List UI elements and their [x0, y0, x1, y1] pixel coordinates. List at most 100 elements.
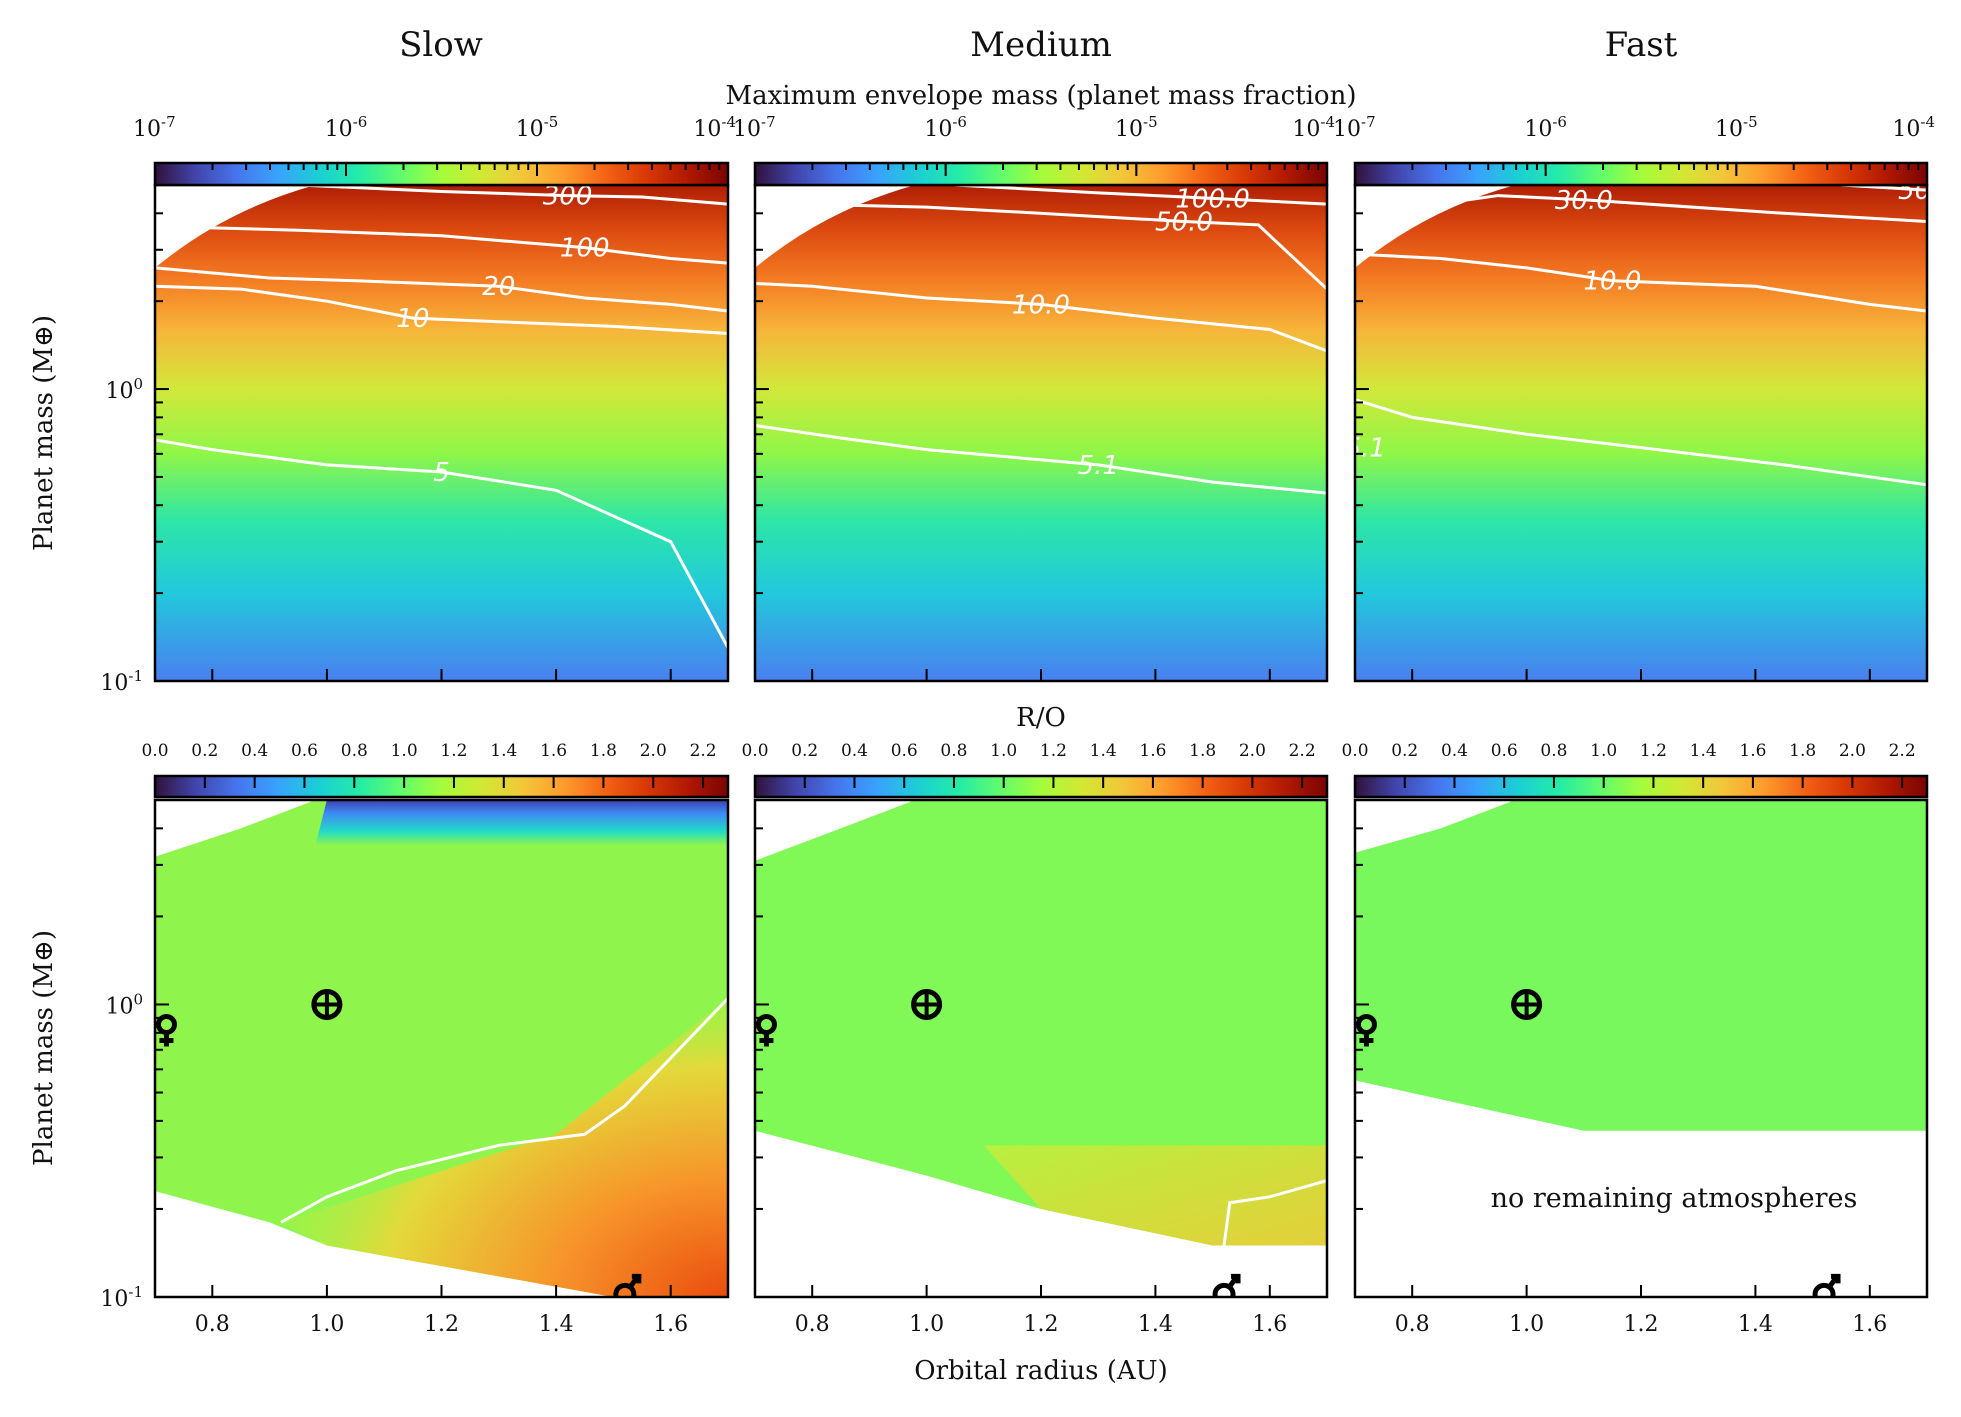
x-axis-label: Orbital radius (AU): [914, 1356, 1167, 1386]
x-tick-label: 1.0: [1509, 1312, 1544, 1337]
x-tick-label: 1.6: [653, 1312, 688, 1337]
heatmap-fill: [755, 185, 1327, 681]
plot-area: [155, 800, 728, 1297]
colorbar-tick-label: 0.8: [341, 741, 368, 761]
x-tick-label: 1.0: [909, 1312, 944, 1337]
colorbar-tick-label: 10-6: [924, 113, 967, 142]
x-tick-label: 1.4: [1738, 1312, 1773, 1337]
ro-domain: [755, 800, 1327, 1246]
colorbar-tick-label: 1.4: [1690, 741, 1717, 761]
colorbar-tick-label: 2.2: [1889, 741, 1916, 761]
plot-area: 100.050.0 10.0 5.1: [755, 184, 1327, 681]
heatmap-fill: [155, 185, 728, 681]
contour-line: [755, 281, 1327, 353]
top-colorbar-fast: 10-7 10-6 10-5 10-4: [1333, 113, 1935, 187]
contour-label: 20: [482, 272, 515, 302]
colorbar-tick-label: 1.8: [1189, 741, 1216, 761]
contour-label: 10.0: [1012, 290, 1070, 320]
colorbar-tick-label: 10-7: [733, 113, 776, 142]
marker-earth: [1511, 988, 1543, 1020]
colorbar-tick-label: 10-5: [1715, 113, 1758, 142]
contour-label: 100.0: [1175, 184, 1249, 214]
colorbar-tick-label: 10-4: [1892, 113, 1935, 142]
contour-label: 10: [396, 304, 429, 334]
x-tick-label: 1.4: [539, 1312, 574, 1337]
colorbar-tick-label: 0.0: [741, 741, 768, 761]
colorbar-tick-label: 0.4: [841, 741, 868, 761]
contour-line: [755, 424, 1327, 495]
colorbar-tick-label: 0.6: [291, 741, 318, 761]
column-title-slow: Slow: [399, 25, 483, 65]
no-atmospheres-note: no remaining atmospheres: [1491, 1183, 1858, 1214]
colorbar-tick-label: 10-7: [1333, 113, 1376, 142]
colorbar-tick-label: 10-5: [1115, 113, 1158, 142]
top-panel-fast: 50.0 30.0 10.0 5.1 10-7 10-6 10-5 10-4: [1333, 113, 1956, 683]
contour-label: 50.0: [1898, 176, 1956, 206]
x-tick-label: 1.6: [1252, 1312, 1287, 1337]
colorbar-tick-label: 0.2: [191, 741, 218, 761]
heatmap-fill: [1355, 185, 1927, 681]
colorbar-tick-label: 0.8: [940, 741, 967, 761]
marker-earth: [911, 988, 943, 1020]
colorbar-gradient: [753, 774, 1329, 799]
no-data-region: [1355, 185, 1516, 268]
y-tick-label: 10-1: [100, 667, 143, 696]
colorbar-tick-label: 2.2: [1289, 741, 1316, 761]
marker-mars: [1212, 1273, 1241, 1297]
contour-line: [155, 438, 728, 649]
contour-label: 10.0: [1583, 267, 1641, 297]
bottom-panel-slow: 0.8 1.0 1.2 1.4 1.6 10-1 100 0.0 0.2 0.4 0.6 0.8 1.0…: [100, 741, 730, 1337]
bottom-colorbar-fast: 0.0 0.2 0.4 0.6 0.8 1.0 1.2 1.4 1.6 1.8 2.0 2.2: [1341, 741, 1929, 799]
colorbar-tick-label: 0.0: [1341, 741, 1368, 761]
x-tick-label: 1.2: [424, 1312, 459, 1337]
colorbar-tick-label: 2.0: [1839, 741, 1866, 761]
marker-mars: [1812, 1273, 1841, 1297]
colorbar-tick-label: 2.0: [640, 741, 667, 761]
colorbar-tick-label: 1.2: [1640, 741, 1667, 761]
colorbar-tick-label: 0.2: [1391, 741, 1418, 761]
colorbar-tick-label: 10-7: [133, 113, 176, 142]
colorbar-tick-label: 0.6: [1491, 741, 1518, 761]
x-tick-label: 0.8: [795, 1312, 830, 1337]
colorbar-gradient: [153, 161, 730, 187]
colorbar-tick-label: 1.8: [590, 741, 617, 761]
y-axis-label-bottom: Planet mass (M⊕): [29, 930, 59, 1166]
colorbar-tick-label: 10-4: [1292, 113, 1335, 142]
colorbar-tick-label: 0.8: [1540, 741, 1567, 761]
colorbar-tick-label: 0.0: [141, 741, 168, 761]
marker-venus: [1355, 1013, 1377, 1047]
y-axis-label-top: Planet mass (M⊕): [29, 315, 59, 551]
colorbar-tick-label: 1.6: [1139, 741, 1166, 761]
x-tick-label: 0.8: [195, 1312, 230, 1337]
colorbar-tick-label: 2.0: [1239, 741, 1266, 761]
colorbar-tick-label: 10-5: [516, 113, 559, 142]
colorbar-gradient: [153, 774, 730, 799]
bottom-colorbar-medium: 0.0 0.2 0.4 0.6 0.8 1.0 1.2 1.4 1.6 1.8 2.0 2.2: [741, 741, 1329, 799]
contour-line: [955, 185, 1327, 206]
contour-label: 300: [543, 182, 593, 212]
colorbar-tick-label: 1.0: [391, 741, 418, 761]
colorbar-gradient: [1353, 774, 1929, 799]
x-tick-label: 1.6: [1852, 1312, 1887, 1337]
colorbar-tick-label: 1.4: [490, 741, 517, 761]
bottom-colorbar-slow: 0.0 0.2 0.4 0.6 0.8 1.0 1.2 1.4 1.6 1.8 2.0 2.2: [141, 741, 730, 799]
colorbar-tick-label: 1.6: [540, 741, 567, 761]
top-colorbar-medium: 10-7 10-6 10-5 10-4: [733, 113, 1335, 187]
contour-line: [1355, 252, 1927, 313]
contour-label: 5.1: [1344, 434, 1385, 464]
colorbar-tick-label: 1.0: [1590, 741, 1617, 761]
contour-label: 5.1: [1078, 451, 1119, 481]
colorbar-gradient: [753, 161, 1329, 187]
mars-icon: [613, 1282, 637, 1297]
contour-label: 100: [560, 234, 610, 264]
bottom-panel-fast: 0.8 1.0 1.2 1.4 1.6 0.0 0.2 0.4 0.6 0.8 1.0 1.2 1.4 1…: [1341, 741, 1929, 1337]
colorbar-tick-label: 1.8: [1789, 741, 1816, 761]
top-colorbar-label: Maximum envelope mass (planet mass fract…: [726, 81, 1357, 111]
colorbar-tick-label: 0.4: [241, 741, 268, 761]
y-tick-label: 10-1: [100, 1283, 143, 1312]
x-tick-label: 1.2: [1024, 1312, 1059, 1337]
low-ro-band: [315, 800, 728, 846]
x-tick-label: 0.8: [1395, 1312, 1430, 1337]
plot-area: [755, 800, 1327, 1297]
